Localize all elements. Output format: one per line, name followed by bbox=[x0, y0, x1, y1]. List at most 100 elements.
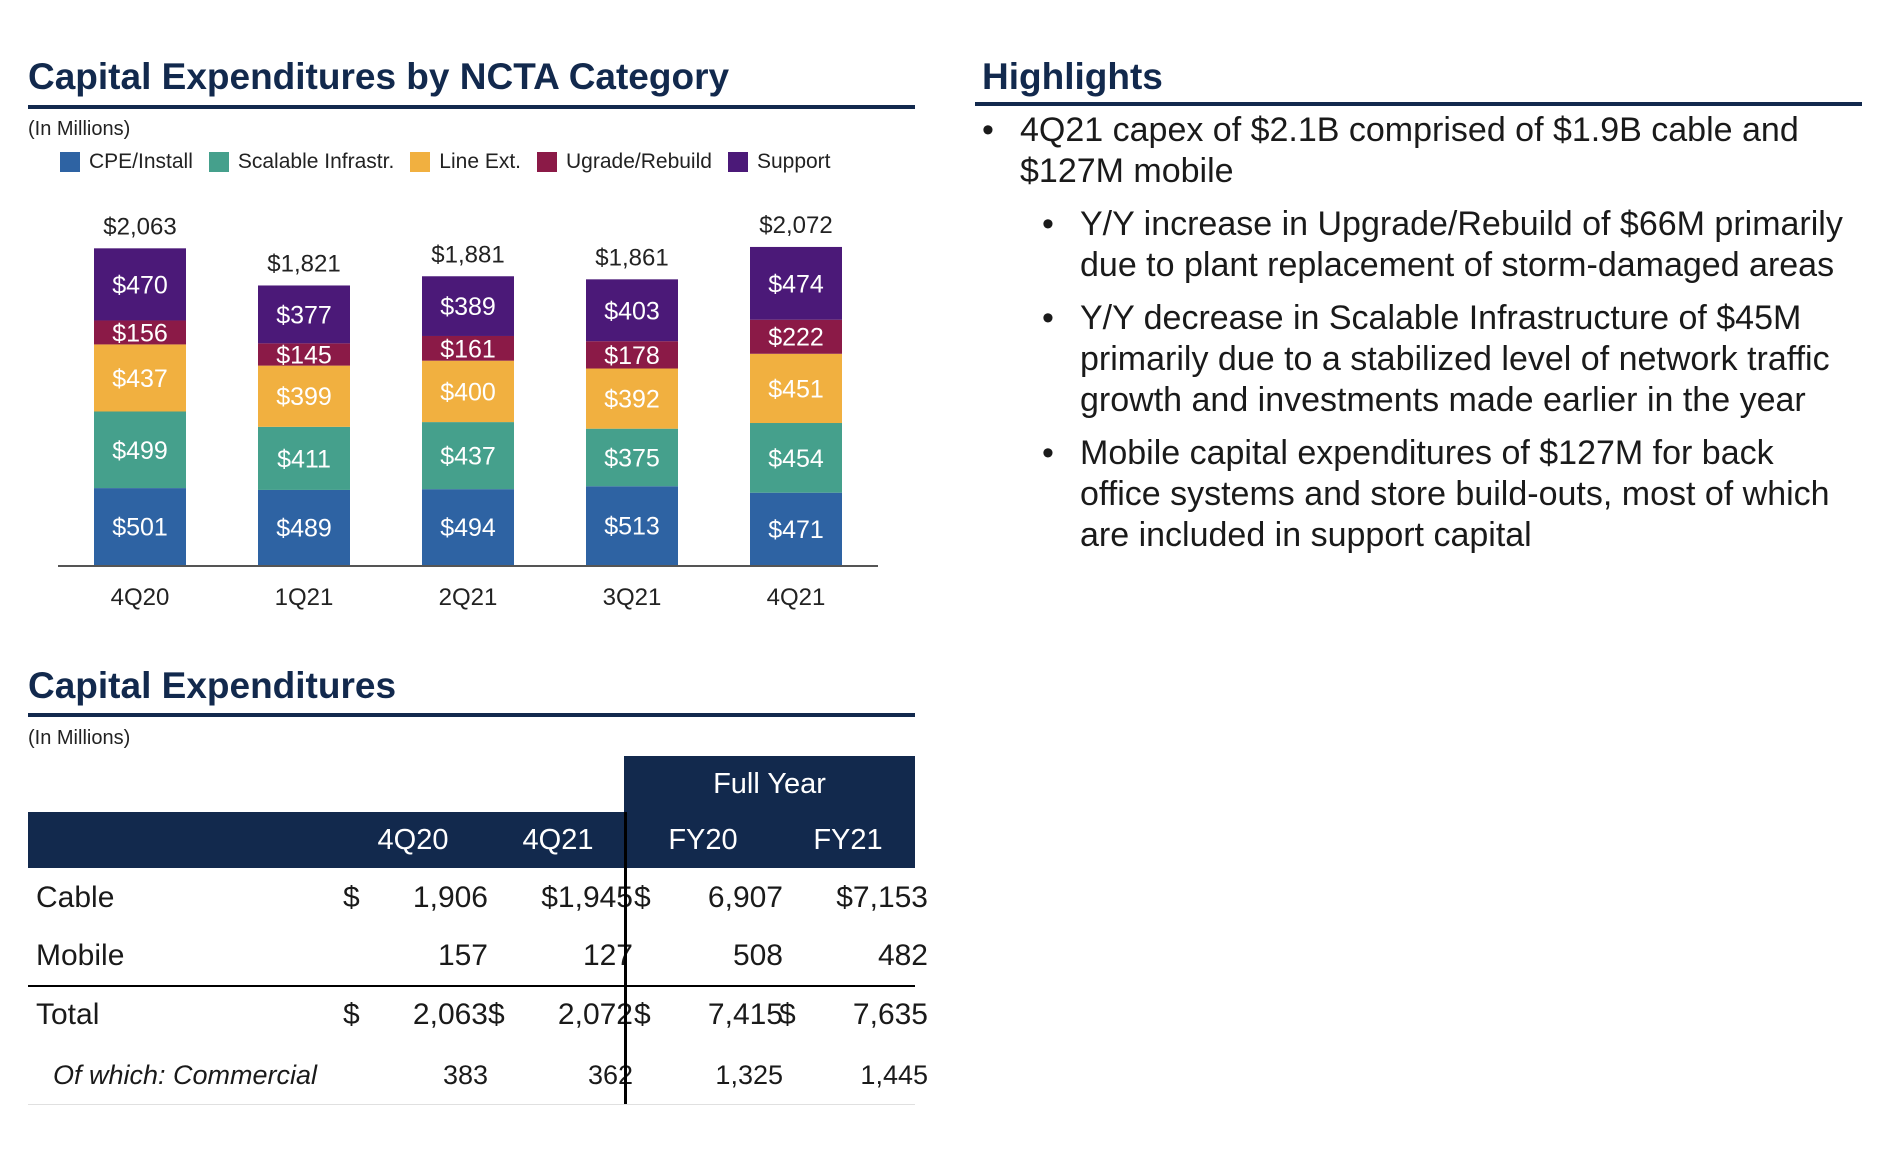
highlights-title: Highlights bbox=[982, 56, 1163, 97]
bar-segment bbox=[586, 341, 678, 369]
legend-item: CPE/Install bbox=[60, 150, 193, 174]
bar-value-label: $513 bbox=[604, 513, 660, 541]
bar-value-label: $470 bbox=[112, 271, 168, 299]
bar-value-label: $399 bbox=[276, 383, 332, 411]
table-header-row: 4Q20 4Q21 FY20 FY21 bbox=[28, 812, 915, 868]
category-label: 4Q21 bbox=[767, 584, 826, 611]
bar-total-label: $2,072 bbox=[759, 212, 832, 239]
cell-4q21: 127 bbox=[582, 939, 633, 972]
column-header-fy20: FY20 bbox=[668, 824, 738, 856]
legend-swatch bbox=[410, 152, 431, 172]
total-separator-line bbox=[28, 985, 915, 987]
bar-segment bbox=[94, 320, 186, 345]
bar-segment bbox=[422, 422, 514, 490]
bar-segment bbox=[94, 411, 186, 489]
legend-item: Scalable Infrastr. bbox=[208, 150, 394, 174]
bar-segment bbox=[586, 428, 678, 487]
bar-segment bbox=[94, 488, 186, 565]
dollar-sign: $ bbox=[634, 881, 651, 914]
bar-value-label: $400 bbox=[440, 378, 496, 406]
cell-4q20: 383 bbox=[442, 1060, 488, 1090]
legend-label: Ugrade/Rebuild bbox=[566, 150, 712, 173]
bar-segment bbox=[422, 335, 514, 361]
cell-4q21: 2,072 bbox=[557, 998, 633, 1031]
bar-value-label: $377 bbox=[276, 301, 332, 329]
bar-segment bbox=[750, 319, 842, 354]
category-label: 4Q20 bbox=[111, 584, 170, 611]
bar-segment bbox=[750, 246, 842, 320]
row-label: Of which: Commercial bbox=[53, 1060, 318, 1090]
legend-item: Ugrade/Rebuild bbox=[537, 150, 712, 174]
highlight-sub-bullet: Y/Y increase in Upgrade/Rebuild of $66M … bbox=[1042, 204, 1862, 286]
cell-4q21: 362 bbox=[587, 1060, 633, 1090]
bar-value-label: $403 bbox=[604, 297, 660, 325]
dollar-sign: $ bbox=[343, 998, 360, 1031]
bar-segment bbox=[94, 248, 186, 321]
category-label: 2Q21 bbox=[439, 584, 498, 611]
legend-item: Line Ext. bbox=[410, 150, 521, 174]
cell-fy21: $7,153 bbox=[836, 881, 928, 914]
row-label: Mobile bbox=[36, 939, 125, 972]
bar-segment bbox=[750, 353, 842, 424]
cell-fy20: 508 bbox=[732, 939, 783, 972]
bar-value-label: $145 bbox=[276, 341, 332, 369]
highlight-bullet: 4Q21 capex of $2.1B comprised of $1.9B c… bbox=[982, 110, 1862, 192]
bar-total-label: $1,861 bbox=[595, 244, 668, 271]
bar-value-label: $499 bbox=[112, 437, 168, 465]
bar-segment bbox=[258, 365, 350, 427]
column-header-fy21: FY21 bbox=[813, 824, 883, 856]
cell-4q20: 1,906 bbox=[412, 881, 488, 914]
cell-fy21: 482 bbox=[877, 939, 928, 972]
bar-segment bbox=[422, 489, 514, 565]
legend-swatch bbox=[208, 152, 229, 172]
legend-label: CPE/Install bbox=[89, 150, 193, 173]
row-label: Total bbox=[36, 998, 100, 1031]
bar-total-label: $1,881 bbox=[431, 241, 504, 268]
bar-segment bbox=[258, 489, 350, 565]
category-label: 3Q21 bbox=[603, 584, 662, 611]
bar-total-label: $2,063 bbox=[103, 213, 176, 240]
chart-legend: CPE/Install Scalable Infrastr. Line Ext.… bbox=[60, 150, 847, 174]
bar-segment bbox=[750, 492, 842, 565]
bar-value-label: $471 bbox=[768, 516, 824, 544]
legend-swatch bbox=[537, 152, 558, 172]
bar-value-label: $375 bbox=[604, 444, 660, 472]
full-year-group-header: Full Year bbox=[624, 756, 915, 812]
bar-value-label: $389 bbox=[440, 293, 496, 321]
cell-4q20: 157 bbox=[437, 939, 488, 972]
bar-segment bbox=[586, 368, 678, 429]
bar-segment bbox=[258, 426, 350, 490]
dollar-sign: $ bbox=[488, 998, 505, 1031]
bar-total-label: $1,821 bbox=[267, 250, 340, 277]
bar-segment bbox=[422, 276, 514, 336]
cell-4q21: $1,945 bbox=[541, 881, 633, 914]
dollar-sign: $ bbox=[634, 998, 651, 1031]
bar-value-label: $222 bbox=[768, 324, 824, 352]
cell-fy21: 7,635 bbox=[852, 998, 928, 1031]
chart-title: Capital Expenditures by NCTA Category bbox=[28, 56, 730, 97]
highlight-sub-bullet: Y/Y decrease in Scalable Infrastructure … bbox=[1042, 298, 1862, 421]
bar-value-label: $494 bbox=[440, 514, 496, 542]
bar-value-label: $161 bbox=[440, 335, 496, 363]
bar-segment bbox=[258, 343, 350, 366]
legend-item: Support bbox=[727, 150, 831, 174]
bar-value-label: $156 bbox=[112, 319, 168, 347]
bar-value-label: $501 bbox=[112, 514, 168, 542]
table-title: Capital Expenditures bbox=[28, 665, 397, 706]
column-header-4q21: 4Q21 bbox=[522, 824, 594, 856]
table-units-note: (In Millions) bbox=[28, 727, 131, 749]
cell-fy20: 1,325 bbox=[715, 1060, 783, 1090]
legend-label: Line Ext. bbox=[439, 150, 522, 173]
table-row-commercial: Of which: Commercial 383 362 1,325 1,445 bbox=[28, 1046, 928, 1104]
category-label: 1Q21 bbox=[275, 584, 334, 611]
bar-value-label: $437 bbox=[440, 443, 496, 471]
chart-title-rule bbox=[28, 105, 915, 109]
cell-fy20: 6,907 bbox=[707, 881, 783, 914]
bar-segment bbox=[94, 344, 186, 412]
bar-segment bbox=[750, 423, 842, 493]
bar-value-label: $474 bbox=[768, 270, 824, 298]
bar-value-label: $489 bbox=[276, 514, 332, 542]
bar-segment bbox=[586, 486, 678, 565]
cell-fy20: 7,415 bbox=[707, 998, 783, 1031]
table-bottom-line bbox=[28, 1104, 915, 1105]
